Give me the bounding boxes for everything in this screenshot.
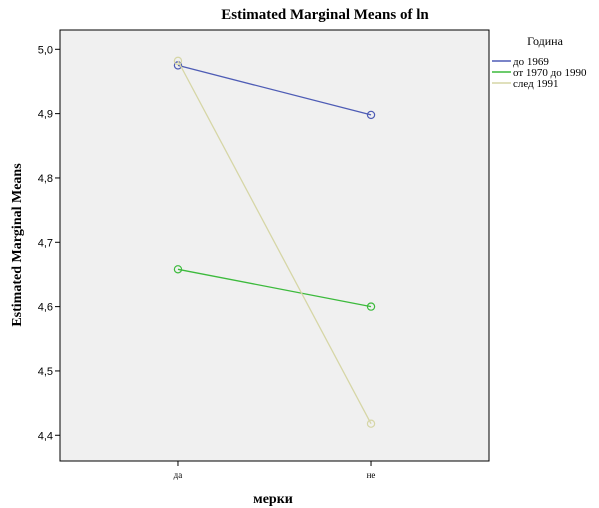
y-axis: 4,4 4,5 4,6 4,7 4,8 4,9 5,0 — [38, 44, 60, 442]
series-point — [366, 110, 376, 120]
series-point — [366, 302, 376, 311]
legend-label: от 1970 до 1990 — [513, 67, 587, 79]
y-tick-label: 4,4 — [38, 430, 53, 442]
legend-label: до 1969 — [513, 56, 549, 68]
y-tick-label: 4,8 — [38, 173, 53, 185]
series-point — [366, 419, 376, 428]
x-tick-label: да — [174, 470, 183, 480]
y-axis-label: Estimated Marginal Means — [10, 163, 25, 327]
series-line-2 — [177, 60, 372, 424]
legend-title: Година — [527, 34, 563, 48]
y-tick-label: 4,5 — [38, 366, 53, 378]
x-axis: да не — [174, 461, 376, 480]
x-tick-label: не — [367, 470, 376, 480]
series-layer — [173, 56, 376, 428]
series-line-0 — [177, 64, 372, 116]
chart-title: Estimated Marginal Means of ln — [221, 7, 429, 23]
y-tick-label: 4,6 — [38, 302, 53, 314]
x-axis-label: мерки — [253, 492, 293, 507]
y-tick-label: 4,9 — [38, 109, 53, 121]
plot-area — [59, 29, 490, 462]
y-tick-label: 5,0 — [38, 44, 53, 56]
series-point — [173, 56, 183, 66]
y-tick-label: 4,7 — [38, 237, 53, 249]
series-point — [173, 265, 183, 274]
legend-label: след 1991 — [513, 78, 558, 90]
series-line-1 — [177, 268, 372, 308]
